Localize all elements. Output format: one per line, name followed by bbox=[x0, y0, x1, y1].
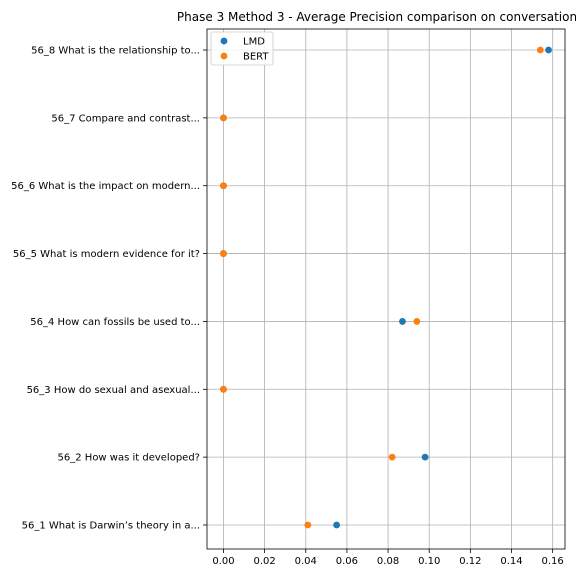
category-label: 56_6 What is the impact on modern... bbox=[11, 181, 200, 192]
legend: LMD BERT bbox=[210, 31, 274, 66]
data-point-lmd bbox=[399, 318, 406, 325]
data-point-bert bbox=[413, 318, 421, 325]
category-label: 56_1 What is Darwin’s theory in a... bbox=[22, 521, 200, 532]
x-tick-label: 0.16 bbox=[542, 556, 564, 567]
data-point-lmd bbox=[333, 521, 341, 529]
data-point-bert bbox=[220, 182, 227, 190]
x-tick-label: 0.04 bbox=[295, 556, 317, 567]
chart-title: Phase 3 Method 3 - Average Precision com… bbox=[177, 10, 576, 24]
x-tick-label: 0.12 bbox=[459, 556, 481, 567]
plot-frame bbox=[206, 28, 566, 550]
legend-label: BERT bbox=[243, 52, 269, 63]
x-tick-label: 0.06 bbox=[336, 556, 358, 567]
legend-label: LMD bbox=[243, 37, 265, 48]
data-point-bert bbox=[220, 114, 227, 122]
data-points bbox=[220, 46, 552, 529]
data-point-bert bbox=[220, 250, 227, 257]
x-tick-label: 0.10 bbox=[418, 556, 440, 567]
category-label: 56_4 How can fossils be used to... bbox=[30, 317, 200, 328]
category-label: 56_7 Compare and contrast... bbox=[51, 113, 200, 124]
data-point-bert bbox=[536, 46, 544, 54]
grid-lines bbox=[207, 29, 565, 549]
x-tick-label: 0.08 bbox=[377, 556, 399, 567]
data-point-bert bbox=[220, 385, 227, 393]
category-label: 56_5 What is modern evidence for it? bbox=[13, 249, 200, 260]
data-point-bert bbox=[304, 521, 312, 529]
category-label: 56_8 What is the relationship to... bbox=[31, 46, 200, 57]
data-point-lmd bbox=[545, 46, 552, 54]
x-tick-label: 0.02 bbox=[253, 556, 275, 567]
x-tick-label: 0.14 bbox=[500, 556, 522, 567]
category-label: 56_2 How was it developed? bbox=[58, 453, 200, 464]
axes: 0.00 0.02 0.04 0.06 0.08 0.10 0.12 0.14 0.16 56_1… bbox=[11, 28, 566, 567]
legend-marker bbox=[220, 37, 228, 45]
category-label: 56_3 How do sexual and asexual... bbox=[27, 385, 200, 396]
x-tick-label: 0.00 bbox=[212, 556, 234, 567]
legend-marker bbox=[220, 52, 228, 60]
data-point-bert bbox=[388, 453, 396, 461]
data-point-lmd bbox=[421, 453, 429, 461]
